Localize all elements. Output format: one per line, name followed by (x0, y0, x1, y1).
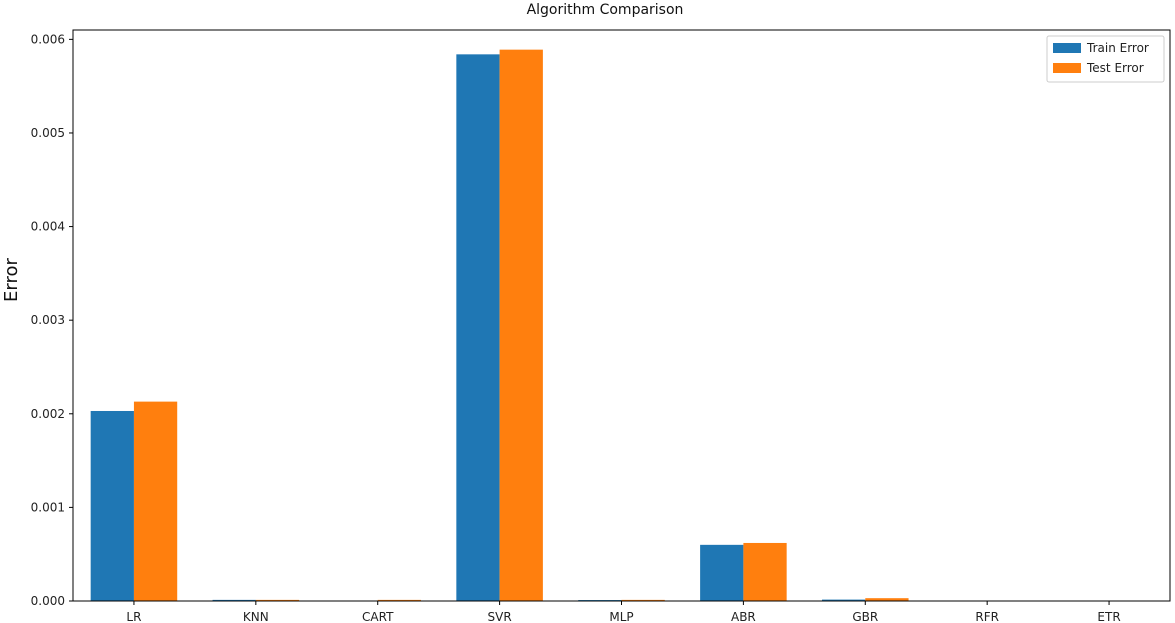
bar-mlp-test (621, 599, 665, 601)
bar-svr-train (456, 54, 500, 601)
legend: Train Error Test Error (1046, 35, 1165, 83)
y-ticks-group: 0.000 0.001 0.002 0.003 0.004 0.005 0.006 (31, 32, 73, 608)
legend-swatch-train (1053, 43, 1081, 53)
bar-lr-test (133, 401, 178, 601)
legend-label-train: Train Error (1086, 41, 1149, 55)
bar-abr-train (700, 544, 744, 601)
bar-lr-train (90, 410, 134, 601)
bar-gbr-test (865, 598, 909, 601)
bar-abr-test (743, 542, 787, 601)
x-tick-label: RFR (975, 610, 999, 623)
legend-swatch-test (1053, 63, 1081, 73)
y-tick-label: 0.000 (31, 594, 65, 608)
bar-svr-test (499, 49, 543, 602)
x-tick-label: MLP (609, 610, 633, 623)
y-tick-label: 0.002 (31, 407, 65, 421)
bar-cart-test (377, 599, 421, 601)
y-axis-label: Error (1, 257, 22, 301)
legend-label-test: Test Error (1086, 61, 1144, 75)
bar-gbr-train (822, 599, 866, 601)
x-tick-label: KNN (243, 610, 269, 623)
chart-title: Algorithm Comparison (527, 2, 684, 18)
x-tick-label: SVR (488, 610, 512, 623)
x-tick-label: CART (362, 610, 394, 623)
x-tick-label: ETR (1097, 610, 1120, 623)
x-tick-label: LR (126, 610, 141, 623)
y-tick-label: 0.006 (31, 32, 65, 46)
y-tick-label: 0.003 (31, 313, 65, 327)
x-tick-label: GBR (852, 610, 878, 623)
y-tick-label: 0.004 (31, 220, 65, 234)
x-tick-label: ABR (731, 610, 756, 623)
x-ticks-group: LR KNN CART SVR MLP ABR GBR RFR ETR (126, 601, 1121, 623)
bars-group (90, 49, 1153, 602)
bar-knn-train (212, 599, 256, 601)
plot-frame (72, 29, 1171, 602)
y-tick-label: 0.001 (31, 500, 65, 514)
y-tick-label: 0.005 (31, 126, 65, 140)
bar-knn-test (255, 599, 300, 601)
